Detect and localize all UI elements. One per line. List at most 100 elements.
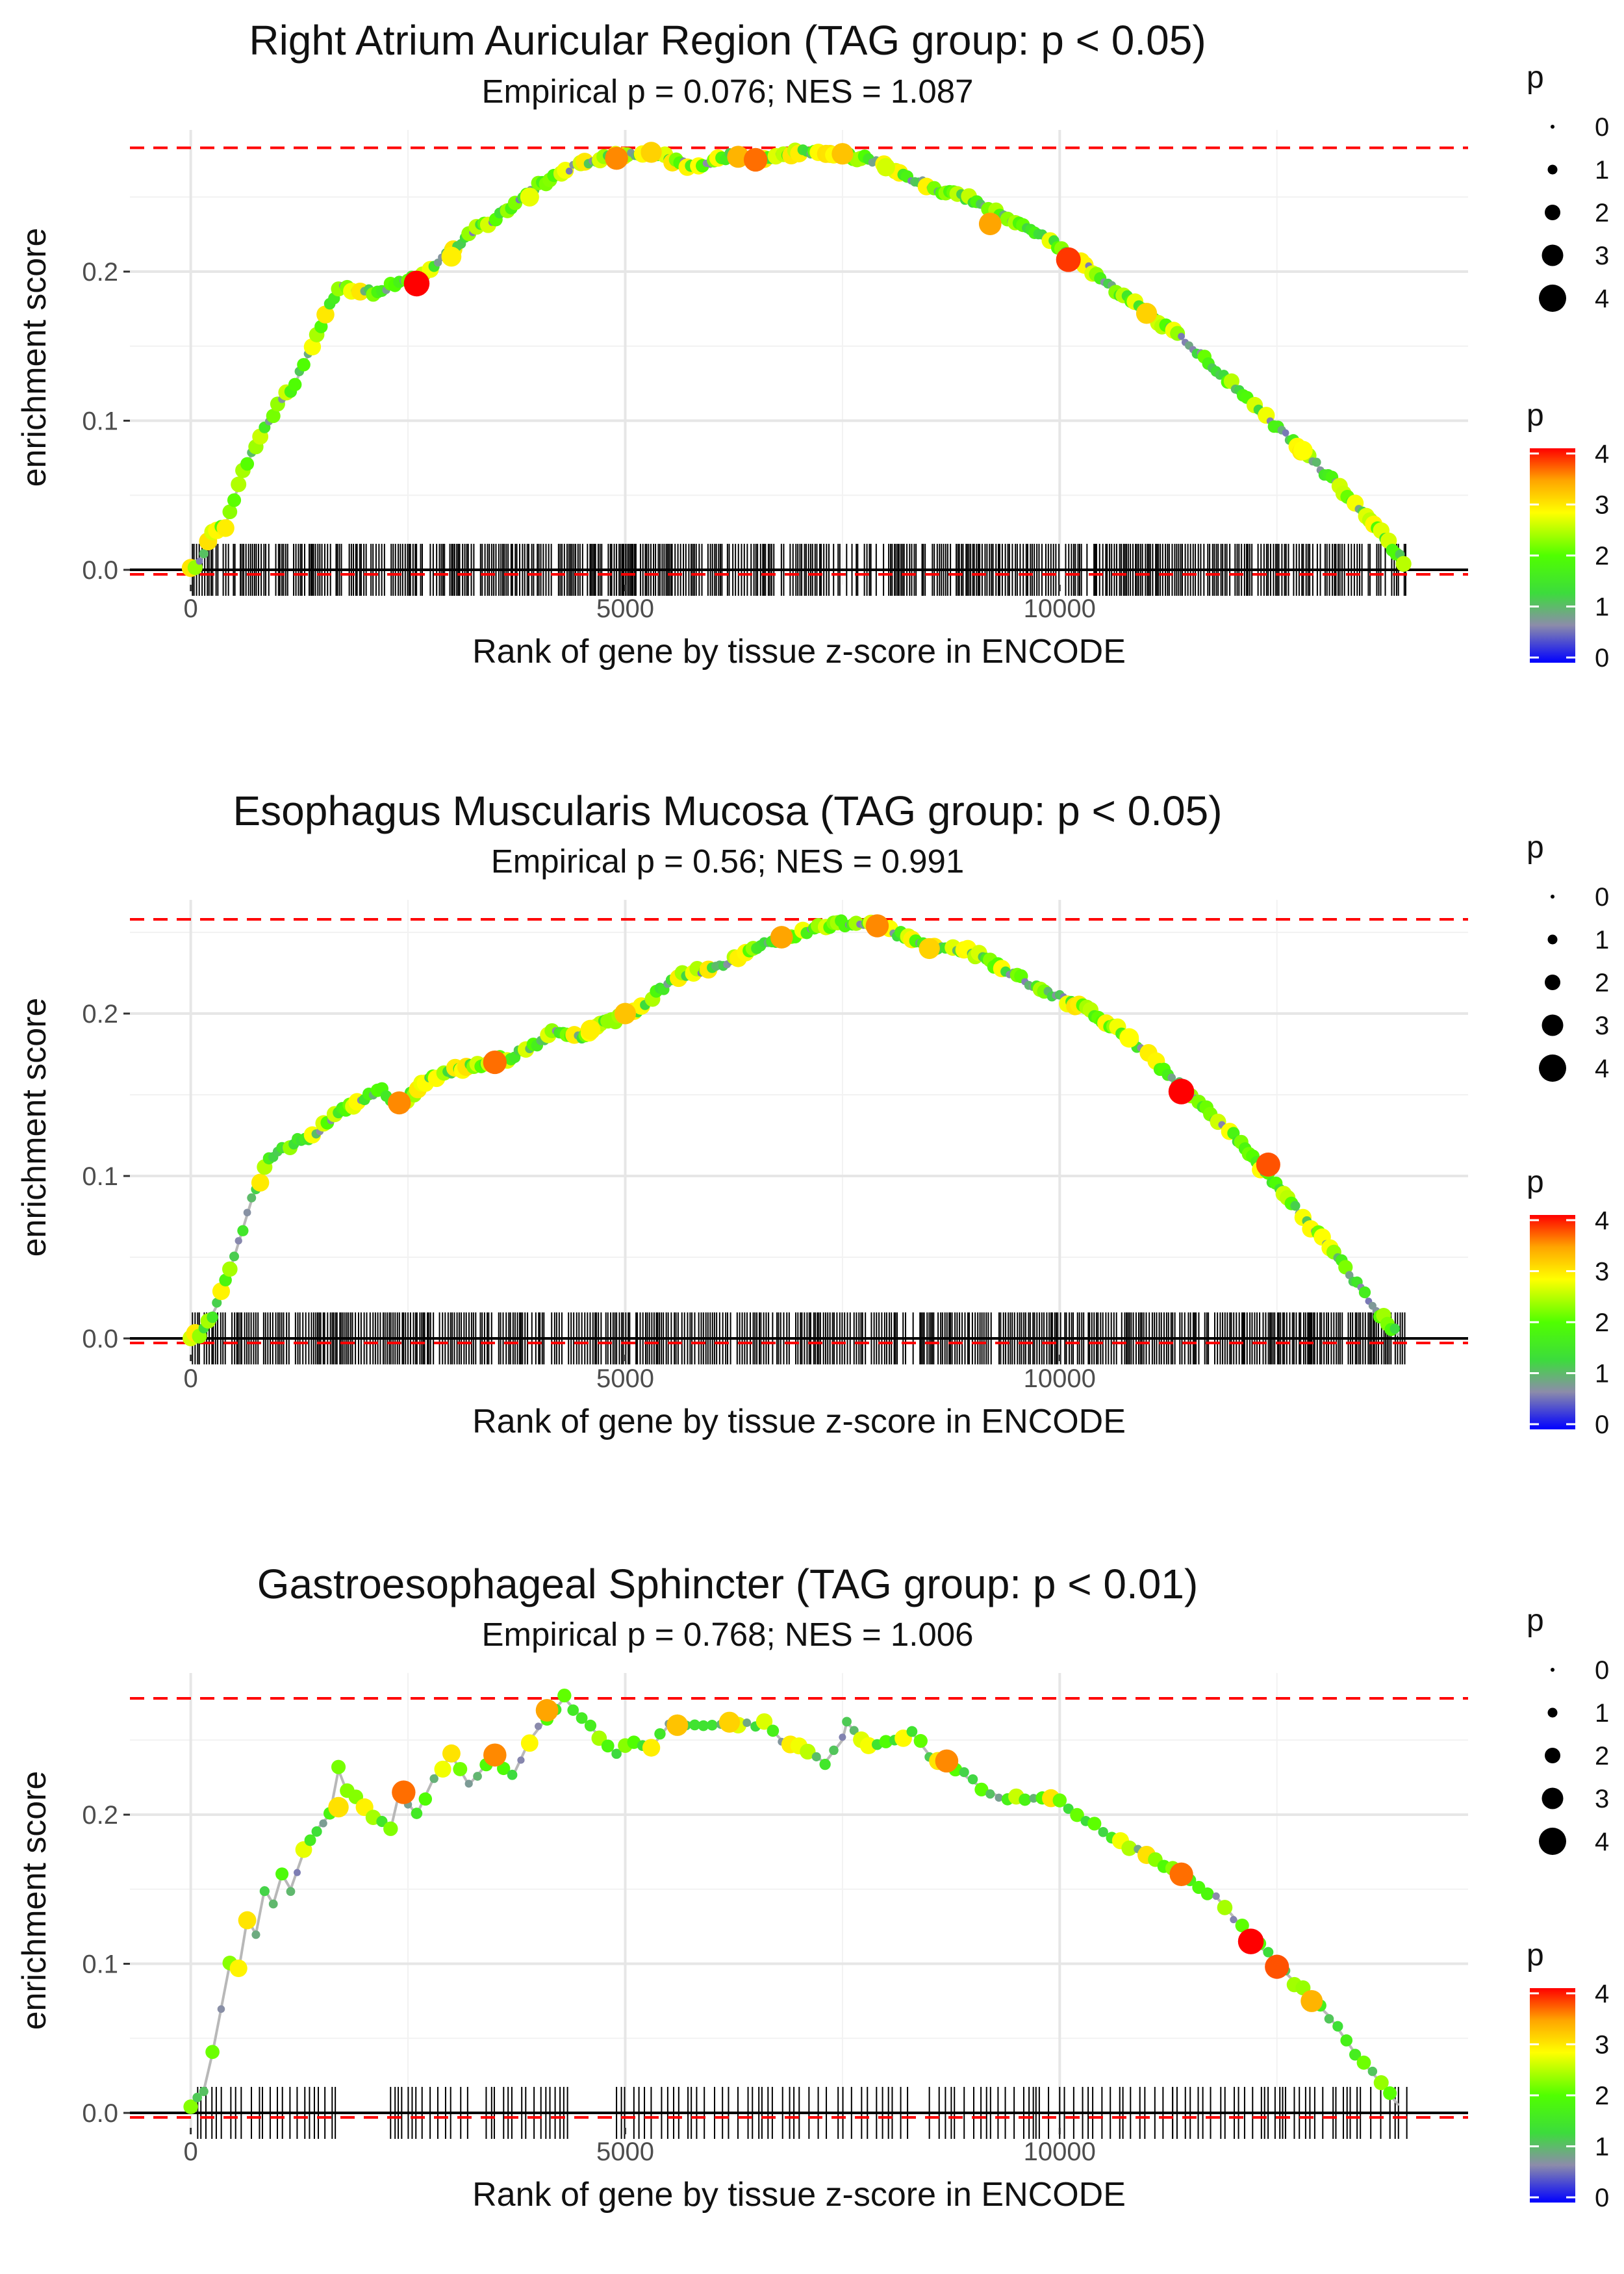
- es-point: [411, 1808, 423, 1819]
- es-point: [1121, 1840, 1137, 1856]
- x-tick-label: 10000: [1024, 594, 1096, 623]
- es-point: [251, 1930, 260, 1939]
- es-point: [1373, 2075, 1389, 2091]
- color-legend-label: 1: [1595, 593, 1609, 622]
- es-point: [237, 1225, 249, 1236]
- es-point: [819, 1758, 831, 1770]
- x-tick-label: 0: [184, 594, 198, 623]
- chart-title: Right Atrium Auricular Region (TAG group…: [249, 17, 1206, 64]
- es-point-highlight: [392, 1780, 416, 1804]
- color-legend-label: 3: [1595, 1258, 1609, 1286]
- chart-panel-1: Right Atrium Auricular Region (TAG group…: [16, 17, 1609, 672]
- es-point: [192, 2093, 203, 2102]
- es-point-highlight: [483, 1050, 507, 1075]
- es-point: [811, 1752, 821, 1762]
- es-point: [839, 1733, 846, 1741]
- es-point: [1395, 556, 1412, 572]
- size-legend-title: p: [1527, 1603, 1544, 1638]
- es-point-highlight: [1136, 303, 1158, 324]
- color-legend-label: 3: [1595, 491, 1609, 520]
- es-point: [238, 1911, 257, 1930]
- x-tick-label: 0: [184, 2138, 198, 2166]
- es-point-highlight: [919, 938, 940, 960]
- y-tick-label: 0.2: [82, 258, 118, 287]
- es-point: [227, 493, 242, 507]
- es-point-highlight: [1056, 247, 1081, 272]
- es-point: [1389, 1323, 1401, 1334]
- es-point: [1063, 1803, 1074, 1814]
- es-point: [567, 1704, 579, 1716]
- color-legend-label: 0: [1595, 2184, 1609, 2212]
- es-point: [212, 1297, 222, 1308]
- es-point: [383, 1821, 398, 1836]
- es-point: [1070, 1808, 1084, 1822]
- es-point-highlight: [831, 143, 854, 165]
- es-point: [1019, 1793, 1032, 1806]
- chart-title: Gastroesophageal Sphincter (TAG group: p…: [257, 1561, 1199, 1607]
- color-legend-label: 3: [1595, 2031, 1609, 2060]
- y-tick-label: 0.1: [82, 1950, 118, 1979]
- color-legend-label: 0: [1595, 1411, 1609, 1439]
- es-point: [995, 1793, 1003, 1802]
- es-point: [859, 1737, 878, 1754]
- x-tick-label: 0: [184, 1364, 198, 1393]
- size-legend-label: 3: [1595, 1785, 1609, 1813]
- es-point: [294, 1869, 301, 1876]
- es-point: [311, 1826, 322, 1837]
- es-point-highlight: [580, 1019, 601, 1040]
- es-point-highlight: [1293, 441, 1313, 461]
- y-tick-label: 0.0: [82, 1325, 118, 1353]
- color-legend: p 4 3 2 1 0: [1527, 398, 1609, 672]
- size-legend-label: 0: [1595, 1656, 1609, 1685]
- es-point: [297, 357, 311, 372]
- size-legend-dot: [1551, 125, 1554, 129]
- size-legend: p 0 1 2 3 4: [1527, 830, 1609, 1083]
- y-axis-title: enrichment score: [16, 998, 53, 1257]
- chart-title: Esophagus Muscularis Mucosa (TAG group: …: [233, 787, 1222, 834]
- es-point-highlight: [387, 1091, 411, 1115]
- es-point: [584, 1719, 597, 1732]
- color-legend-label: 2: [1595, 1309, 1609, 1337]
- size-legend-dot: [1551, 895, 1554, 899]
- y-axis-title: enrichment score: [16, 1771, 53, 2030]
- es-point: [1367, 2066, 1378, 2076]
- es-point: [219, 1273, 232, 1286]
- color-legend-label: 4: [1595, 1207, 1609, 1235]
- es-point: [985, 1789, 995, 1799]
- es-point: [217, 2005, 225, 2013]
- es-point-highlight: [614, 1003, 637, 1025]
- y-tick-label: 0.2: [82, 1000, 118, 1028]
- es-point-highlight: [743, 147, 768, 172]
- es-point-highlight: [535, 1699, 559, 1722]
- es-point: [1230, 1915, 1237, 1924]
- es-point: [303, 338, 322, 356]
- es-point: [216, 519, 235, 537]
- es-point: [906, 1726, 918, 1737]
- es-point: [959, 1767, 969, 1778]
- size-legend-label: 4: [1595, 1054, 1609, 1083]
- size-legend-label: 2: [1595, 199, 1609, 227]
- y-tick-label: 0.1: [82, 1162, 118, 1191]
- es-point: [1212, 1892, 1220, 1900]
- es-point: [222, 504, 238, 520]
- color-legend-label: 4: [1595, 440, 1609, 468]
- es-point: [473, 1772, 482, 1781]
- es-point: [229, 1251, 239, 1262]
- es-point: [849, 1726, 859, 1735]
- es-point: [418, 1792, 433, 1806]
- color-legend-label: 0: [1595, 644, 1609, 672]
- color-legend-label: 2: [1595, 2082, 1609, 2110]
- size-legend-dot: [1542, 1787, 1564, 1809]
- size-legend-dot: [1539, 285, 1566, 312]
- es-point-highlight: [403, 270, 430, 297]
- es-point: [196, 557, 203, 565]
- size-legend-label: 0: [1595, 883, 1609, 912]
- x-axis-title: Rank of gene by tissue z-score in ENCODE: [472, 633, 1126, 671]
- es-point: [1178, 333, 1185, 340]
- size-legend-dot: [1551, 1668, 1554, 1672]
- size-legend-title: p: [1527, 60, 1544, 95]
- es-point: [800, 1743, 816, 1760]
- es-point: [576, 1712, 588, 1724]
- es-point: [742, 1718, 752, 1728]
